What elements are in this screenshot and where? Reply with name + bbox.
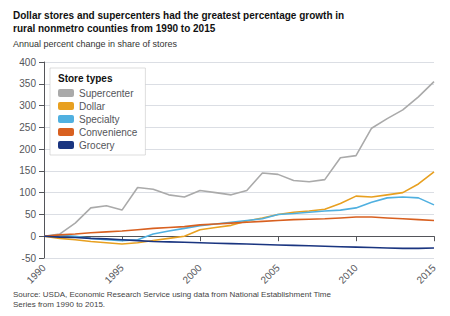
svg-text:2005: 2005 [258,262,282,286]
svg-text:Annual percent change in share: Annual percent change in share of stores [13,39,178,49]
svg-text:2015: 2015 [414,262,438,286]
svg-text:Dollar stores and supercenters: Dollar stores and supercenters had the g… [13,10,344,21]
svg-text:2000: 2000 [180,262,204,286]
svg-text:1990: 1990 [24,262,48,286]
svg-text:1995: 1995 [102,262,126,286]
svg-text:300: 300 [19,100,36,111]
svg-text:200: 200 [19,144,36,155]
svg-text:50: 50 [25,209,37,220]
svg-text:150: 150 [19,165,36,176]
svg-text:250: 250 [19,122,36,133]
svg-text:400: 400 [19,57,36,68]
svg-text:Supercenter: Supercenter [79,88,134,99]
svg-text:Source: USDA, Economic Researc: Source: USDA, Economic Research Service … [13,290,331,299]
svg-text:350: 350 [19,78,36,89]
svg-text:Specialty: Specialty [79,114,120,125]
svg-text:0: 0 [30,231,36,242]
svg-text:rural nonmetro counties from 1: rural nonmetro counties from 1990 to 201… [13,23,216,34]
svg-text:Dollar: Dollar [79,101,106,112]
svg-text:Store types: Store types [58,73,113,84]
svg-text:2010: 2010 [336,262,360,286]
svg-text:100: 100 [19,187,36,198]
svg-text:Series from 1990 to 2015.: Series from 1990 to 2015. [13,300,105,309]
svg-text:-50: -50 [22,253,37,264]
svg-text:Convenience: Convenience [79,127,138,138]
svg-text:Grocery: Grocery [79,140,115,151]
